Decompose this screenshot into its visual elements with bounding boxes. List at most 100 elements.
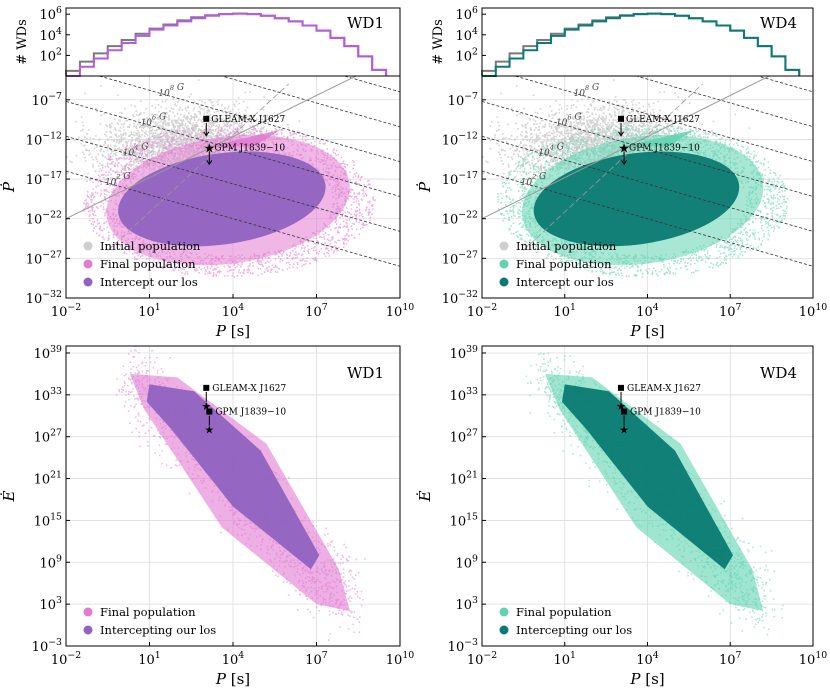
legend-label: Intercept our los (516, 275, 614, 289)
ytick-label: 103 (456, 595, 479, 613)
los-population-region (562, 384, 733, 570)
legend-marker (83, 607, 93, 617)
edot-panel-WD4: ★GLEAM-X J1627★GPM J1839−1010−2 101 104 107… (416, 344, 827, 688)
hist-series-final-population (66, 12, 388, 77)
legend-marker (83, 625, 93, 635)
ytick-label: 10−22 (26, 210, 62, 228)
hist-ytick-label: 106 (40, 5, 63, 23)
ylabel: Ė (0, 490, 18, 502)
bfield-label: 108 G (574, 83, 600, 99)
ytick-label: 1027 (450, 428, 478, 446)
hist-series-final-population (482, 12, 801, 77)
xtick-label: 107 (719, 302, 742, 320)
ylabel: Ė (416, 490, 434, 502)
bfield-label: 1010 G (176, 53, 206, 69)
ytick-label: 109 (40, 553, 63, 571)
ytick-label: 10−27 (26, 249, 62, 267)
hist-ytick-label: 104 (40, 26, 63, 44)
ytick-label: 10−7 (32, 91, 62, 109)
xtick-label: 101 (554, 650, 577, 668)
upper-limit-arrowhead (206, 160, 213, 166)
hist-ytick-label: 102 (456, 46, 479, 64)
xtick-label: 107 (305, 302, 328, 320)
histogram-panel-WD4: 102 104 106 # WDs WD4 (431, 5, 814, 77)
source-label: GPM J1839−10 (214, 143, 285, 153)
bfield-label: 1012 G (194, 23, 224, 39)
legend-label: Final population (516, 257, 612, 271)
legend-marker (83, 241, 93, 251)
hist-ytick-label: 102 (40, 46, 63, 64)
final-population-streak (619, 129, 695, 148)
bfield-line (482, 170, 813, 267)
legend-label: Final population (100, 605, 196, 619)
source-marker-gleam (203, 115, 210, 122)
source-label: GPM J1839−10 (215, 408, 286, 418)
final-population-streak (205, 129, 281, 148)
legend-label: Intercepting our los (100, 623, 216, 637)
xlabel: P [s] (629, 322, 664, 340)
ytick-label: 10−27 (442, 249, 478, 267)
source-label: GPM J1839−10 (630, 408, 701, 418)
hist-ytick-label: 106 (456, 5, 479, 23)
xlabel: P [s] (215, 322, 250, 340)
death-line-dashed (107, 83, 289, 251)
source-star: ★ (616, 400, 626, 413)
ytick-label: 10−22 (442, 210, 478, 228)
ytick-label: 1039 (450, 344, 478, 362)
los-population-region (146, 384, 320, 570)
ytick-label: 1033 (34, 386, 62, 404)
upper-limit-arrowhead (203, 131, 210, 137)
hist-series-initial-population (65, 12, 388, 76)
xlabel: P [s] (629, 670, 664, 688)
bfield-line (66, 170, 400, 267)
bfield-line (66, 100, 400, 197)
hist-ylabel: # WDs (431, 19, 446, 64)
ytick-label: 10−17 (26, 170, 62, 188)
ytick-label: 103 (40, 595, 63, 613)
ytick-label: 1027 (34, 428, 62, 446)
xtick-label: 107 (305, 650, 328, 668)
xtick-label: 10−2 (51, 650, 81, 668)
legend-label: Initial population (516, 239, 617, 253)
bfield-line (635, 76, 813, 128)
ytick-label: 10−17 (442, 170, 478, 188)
xtick-label: 104 (636, 650, 659, 668)
legend-marker (499, 625, 509, 635)
source-marker-gpm: ★ (204, 141, 216, 156)
hist-series-initial-population (481, 12, 801, 76)
legend-label: Initial population (100, 239, 201, 253)
bfield-line (97, 76, 400, 163)
legend-marker (83, 277, 93, 287)
source-label: GLEAM-X J1627 (212, 384, 286, 394)
source-marker-gleam (618, 115, 625, 122)
edot-panel-WD1: ★GLEAM-X J1627★GPM J1839−1010−2 101 104 107… (0, 344, 414, 688)
source-marker (206, 408, 213, 415)
xtick-label: 101 (138, 302, 161, 320)
hist-ytick-label: 104 (456, 26, 479, 44)
histogram-panel-WD1: 102 104 106 # WDs WD1 (15, 5, 401, 77)
source-label: GLEAM-X J1627 (211, 115, 285, 125)
ytick-label: 10−3 (32, 637, 62, 655)
xtick-label: 104 (636, 302, 659, 320)
legend-label: Final population (516, 605, 612, 619)
ytick-label: 1033 (450, 386, 478, 404)
xtick-label: 1010 (799, 302, 827, 320)
ylabel: Ṗ (0, 181, 18, 193)
los-population-region (533, 151, 740, 247)
legend-label: Final population (100, 257, 196, 271)
legend-label: Intercepting our los (516, 623, 632, 637)
xtick-label: 1010 (386, 302, 414, 320)
xtick-label: 104 (222, 650, 245, 668)
bfield-label: 1012 G (609, 23, 639, 39)
xtick-label: 107 (719, 650, 742, 668)
source-marker-gpm: ★ (618, 141, 630, 156)
source-star: ★ (204, 424, 214, 437)
bfield-line (482, 135, 813, 232)
ytick-label: 1021 (450, 470, 478, 488)
ytick-label: 1015 (34, 511, 62, 529)
bfield-line (66, 135, 400, 232)
legend-marker (499, 607, 509, 617)
xtick-label: 1010 (386, 650, 414, 668)
panel-tag-WD4: WD4 (760, 364, 797, 382)
